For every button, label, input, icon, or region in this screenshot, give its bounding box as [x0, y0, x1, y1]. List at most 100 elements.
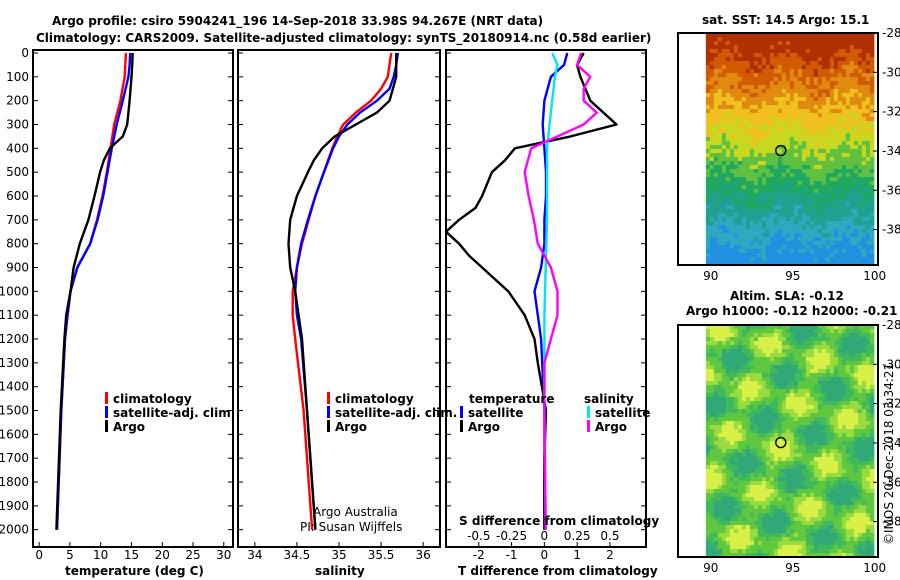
map-cell: [757, 221, 763, 226]
map-cell: [769, 193, 775, 198]
map-cell: [785, 153, 791, 158]
map-cell: [857, 37, 863, 42]
map-cell: [813, 353, 819, 358]
map-cell: [837, 217, 843, 222]
map-cell: [857, 197, 863, 202]
map-cell: [725, 445, 731, 450]
map-cell: [829, 333, 835, 338]
map-cell: [717, 369, 723, 374]
map-cell: [725, 97, 731, 102]
map-cell: [817, 169, 823, 174]
map-cell: [733, 373, 739, 378]
map-cell: [789, 445, 795, 450]
map-cell: [833, 37, 839, 42]
map-cell: [713, 121, 719, 126]
map-cell: [789, 421, 795, 426]
map-cell: [789, 149, 795, 154]
map-cell: [781, 385, 787, 390]
map-cell: [749, 429, 755, 434]
map-cell: [761, 409, 767, 414]
map-cell: [753, 149, 759, 154]
map-cell: [801, 353, 807, 358]
map-cell: [725, 193, 731, 198]
map-cell: [809, 457, 815, 462]
map-cell: [789, 353, 795, 358]
map-cell: [821, 481, 827, 486]
map-cell: [833, 169, 839, 174]
map-cell: [857, 525, 863, 530]
map-cell: [853, 217, 859, 222]
map-cell: [813, 121, 819, 126]
map-cell: [761, 509, 767, 514]
map-cell: [833, 161, 839, 166]
map-cell: [789, 77, 795, 82]
map-cell: [741, 213, 747, 218]
map-cell: [721, 53, 727, 58]
map-cell: [853, 229, 859, 234]
map-cell: [741, 197, 747, 202]
map-cell: [793, 121, 799, 126]
map-cell: [825, 429, 831, 434]
map-cell: [725, 205, 731, 210]
map-cell: [821, 145, 827, 150]
map-cell: [713, 529, 719, 534]
map-cell: [829, 505, 835, 510]
map-cell: [709, 253, 715, 258]
map-cell: [797, 209, 803, 214]
map-cell: [865, 521, 871, 526]
map-cell: [837, 493, 843, 498]
map-cell: [837, 337, 843, 342]
map-cell: [741, 93, 747, 98]
map-cell: [829, 381, 835, 386]
map-cell: [741, 409, 747, 414]
map-cell: [741, 369, 747, 374]
map-cell: [789, 345, 795, 350]
map-cell: [821, 117, 827, 122]
legend-label-climatology: climatology: [113, 392, 192, 406]
map-cell: [801, 69, 807, 74]
map-cell: [777, 529, 783, 534]
map-cell: [861, 529, 867, 534]
map-cell: [765, 421, 771, 426]
map-cell: [821, 461, 827, 466]
map-cell: [765, 149, 771, 154]
map-cell: [741, 505, 747, 510]
map-cell: [753, 49, 759, 54]
map-cell: [769, 525, 775, 530]
map-cell: [829, 493, 835, 498]
map-cell: [713, 89, 719, 94]
map-cell: [785, 125, 791, 130]
map-cell: [777, 337, 783, 342]
map-cell: [717, 453, 723, 458]
map-cell: [865, 533, 871, 538]
map-cell: [753, 45, 759, 50]
map-cell: [861, 261, 867, 266]
map-cell: [829, 133, 835, 138]
map-cell: [773, 241, 779, 246]
map-cell: [725, 465, 731, 470]
map-cell: [813, 517, 819, 522]
map-cell: [849, 337, 855, 342]
map-cell: [801, 525, 807, 530]
map-cell: [849, 81, 855, 86]
map-cell: [817, 73, 823, 78]
map-cell: [793, 165, 799, 170]
map-cell: [741, 217, 747, 222]
map-cell: [705, 381, 711, 386]
map-cell: [777, 457, 783, 462]
map-cell: [857, 53, 863, 58]
map-cell: [725, 417, 731, 422]
map-cell: [781, 153, 787, 158]
map-cell: [869, 113, 875, 118]
map-cell: [829, 213, 835, 218]
map-cell: [829, 57, 835, 62]
map-cell: [749, 445, 755, 450]
depth-tick-label: 400: [6, 141, 29, 155]
map-cell: [861, 361, 867, 366]
map-cell: [805, 85, 811, 90]
map-cell: [829, 97, 835, 102]
map-cell: [865, 461, 871, 466]
map-cell: [753, 385, 759, 390]
map-cell: [781, 373, 787, 378]
map-cell: [761, 77, 767, 82]
